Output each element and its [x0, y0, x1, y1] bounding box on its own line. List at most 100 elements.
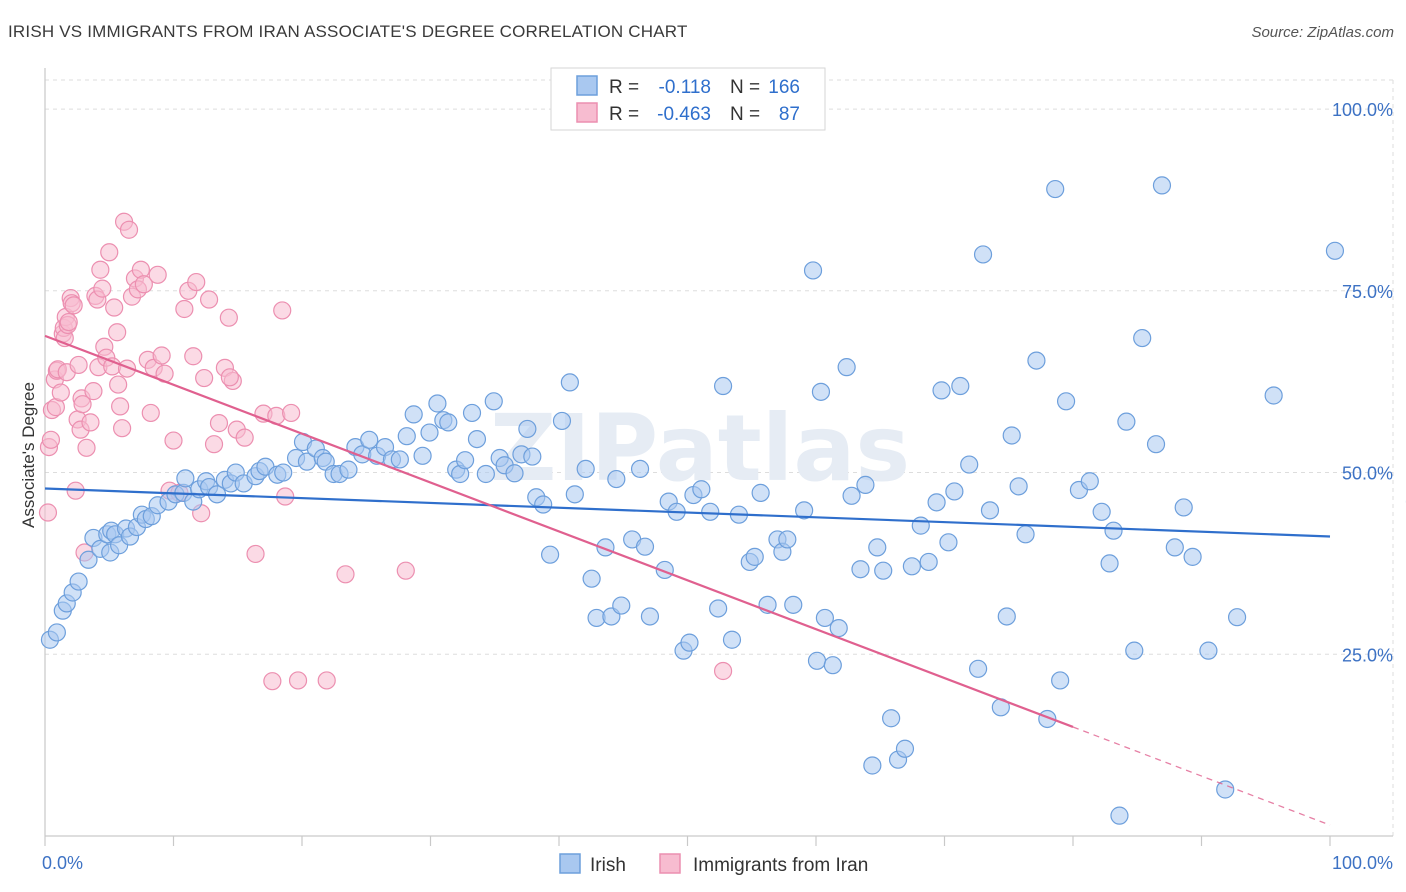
- irish-point: [1174, 498, 1193, 517]
- iran-point: [111, 397, 130, 416]
- irish-point: [552, 411, 572, 431]
- irish-point: [1002, 426, 1021, 445]
- iran-point: [141, 403, 160, 423]
- iran-point: [713, 661, 733, 681]
- irish-point: [911, 516, 930, 535]
- irish-point: [1016, 525, 1035, 544]
- irish-point: [635, 537, 655, 556]
- irish-points: [40, 176, 1406, 825]
- irish-point: [420, 423, 439, 442]
- irish-point: [709, 599, 728, 618]
- iran-point: [209, 414, 229, 433]
- irish-point: [1146, 435, 1166, 454]
- irish-point: [1117, 412, 1136, 431]
- irish-point: [1056, 392, 1076, 411]
- irish-point: [462, 403, 482, 423]
- irish-point: [455, 451, 475, 470]
- irish-point: [397, 427, 416, 446]
- irish-point: [1009, 477, 1028, 496]
- irish-point: [874, 561, 893, 580]
- iran-point: [336, 565, 355, 584]
- irish-point: [630, 459, 650, 479]
- irish-point: [713, 376, 733, 396]
- legend-swatch-irish: [576, 75, 598, 96]
- irish-point: [1165, 538, 1184, 557]
- iran-point: [204, 435, 224, 454]
- legend-n-label-iran: N =: [730, 104, 760, 125]
- irish-point: [863, 756, 882, 775]
- iran-point: [108, 323, 127, 342]
- legend-top: R = -0.118 N = 166 R = -0.463 N = 87: [550, 67, 826, 131]
- iran-point: [81, 413, 100, 432]
- y-tick-label: 100.0%: [1332, 100, 1393, 120]
- irish-point: [745, 547, 764, 566]
- irish-point: [176, 469, 195, 488]
- iran-point: [64, 296, 83, 315]
- irish-point: [47, 623, 66, 642]
- iran-point: [77, 438, 96, 457]
- irish-point: [1216, 780, 1235, 799]
- irish-point: [701, 502, 720, 521]
- iran-point: [288, 671, 308, 690]
- irish-point: [1227, 608, 1247, 627]
- iran-trend-line: [44, 334, 1074, 728]
- irish-point: [807, 651, 827, 670]
- iran-point: [73, 395, 92, 414]
- iran-point: [38, 503, 58, 522]
- irish-point: [960, 455, 979, 474]
- irish-point: [722, 630, 742, 649]
- iran-point: [59, 312, 78, 332]
- legend-bottom: Irish Immigrants from Iran: [559, 853, 868, 876]
- iran-point: [41, 430, 61, 449]
- irish-point: [1046, 179, 1065, 199]
- legend-swatch-iran: [576, 102, 598, 123]
- irish-point: [1264, 386, 1283, 405]
- y-tick-label: 75.0%: [1342, 282, 1393, 302]
- irish-point: [565, 485, 584, 504]
- irish-point: [803, 261, 823, 280]
- irish-point: [856, 475, 875, 494]
- iran-point: [246, 544, 265, 564]
- irish-point: [1051, 671, 1070, 690]
- irish-point: [1092, 502, 1111, 521]
- irish-point: [842, 486, 861, 505]
- iran-trend-extension: [1072, 726, 1331, 826]
- irish-point: [523, 447, 542, 466]
- x-tick-label-end: 100.0%: [1332, 853, 1393, 873]
- legend-n-value-iran: 87: [779, 104, 800, 125]
- iran-point: [396, 561, 415, 580]
- irish-point: [973, 245, 993, 264]
- iran-point: [91, 260, 110, 279]
- iran-point: [263, 672, 282, 691]
- irish-point: [274, 463, 293, 482]
- irish-point: [1325, 241, 1345, 260]
- iran-point: [199, 290, 219, 309]
- irish-point: [902, 557, 921, 576]
- iran-point: [109, 375, 128, 394]
- bottom-legend-label-iran: Immigrants from Iran: [693, 855, 868, 876]
- iran-point: [235, 428, 254, 447]
- iran-point: [273, 301, 292, 320]
- irish-point: [404, 405, 423, 424]
- irish-point: [945, 482, 964, 501]
- irish-point: [518, 419, 537, 439]
- iran-point: [219, 308, 238, 327]
- irish-point: [612, 596, 631, 615]
- iran-point: [84, 382, 103, 401]
- iran-point: [69, 355, 88, 375]
- iran-point: [51, 383, 70, 402]
- iran-point: [105, 298, 124, 317]
- irish-point: [79, 550, 98, 569]
- irish-point: [534, 495, 553, 514]
- iran-point: [164, 431, 183, 450]
- irish-point: [811, 382, 831, 401]
- irish-point: [390, 450, 409, 469]
- irish-point: [795, 501, 814, 520]
- legend-r-label-iran: R =: [609, 104, 639, 125]
- legend-r-value-irish: -0.118: [659, 77, 711, 98]
- bottom-legend-swatch-irish: [559, 853, 581, 874]
- irish-point: [505, 464, 524, 483]
- irish-point: [541, 545, 560, 564]
- iran-point: [112, 419, 132, 438]
